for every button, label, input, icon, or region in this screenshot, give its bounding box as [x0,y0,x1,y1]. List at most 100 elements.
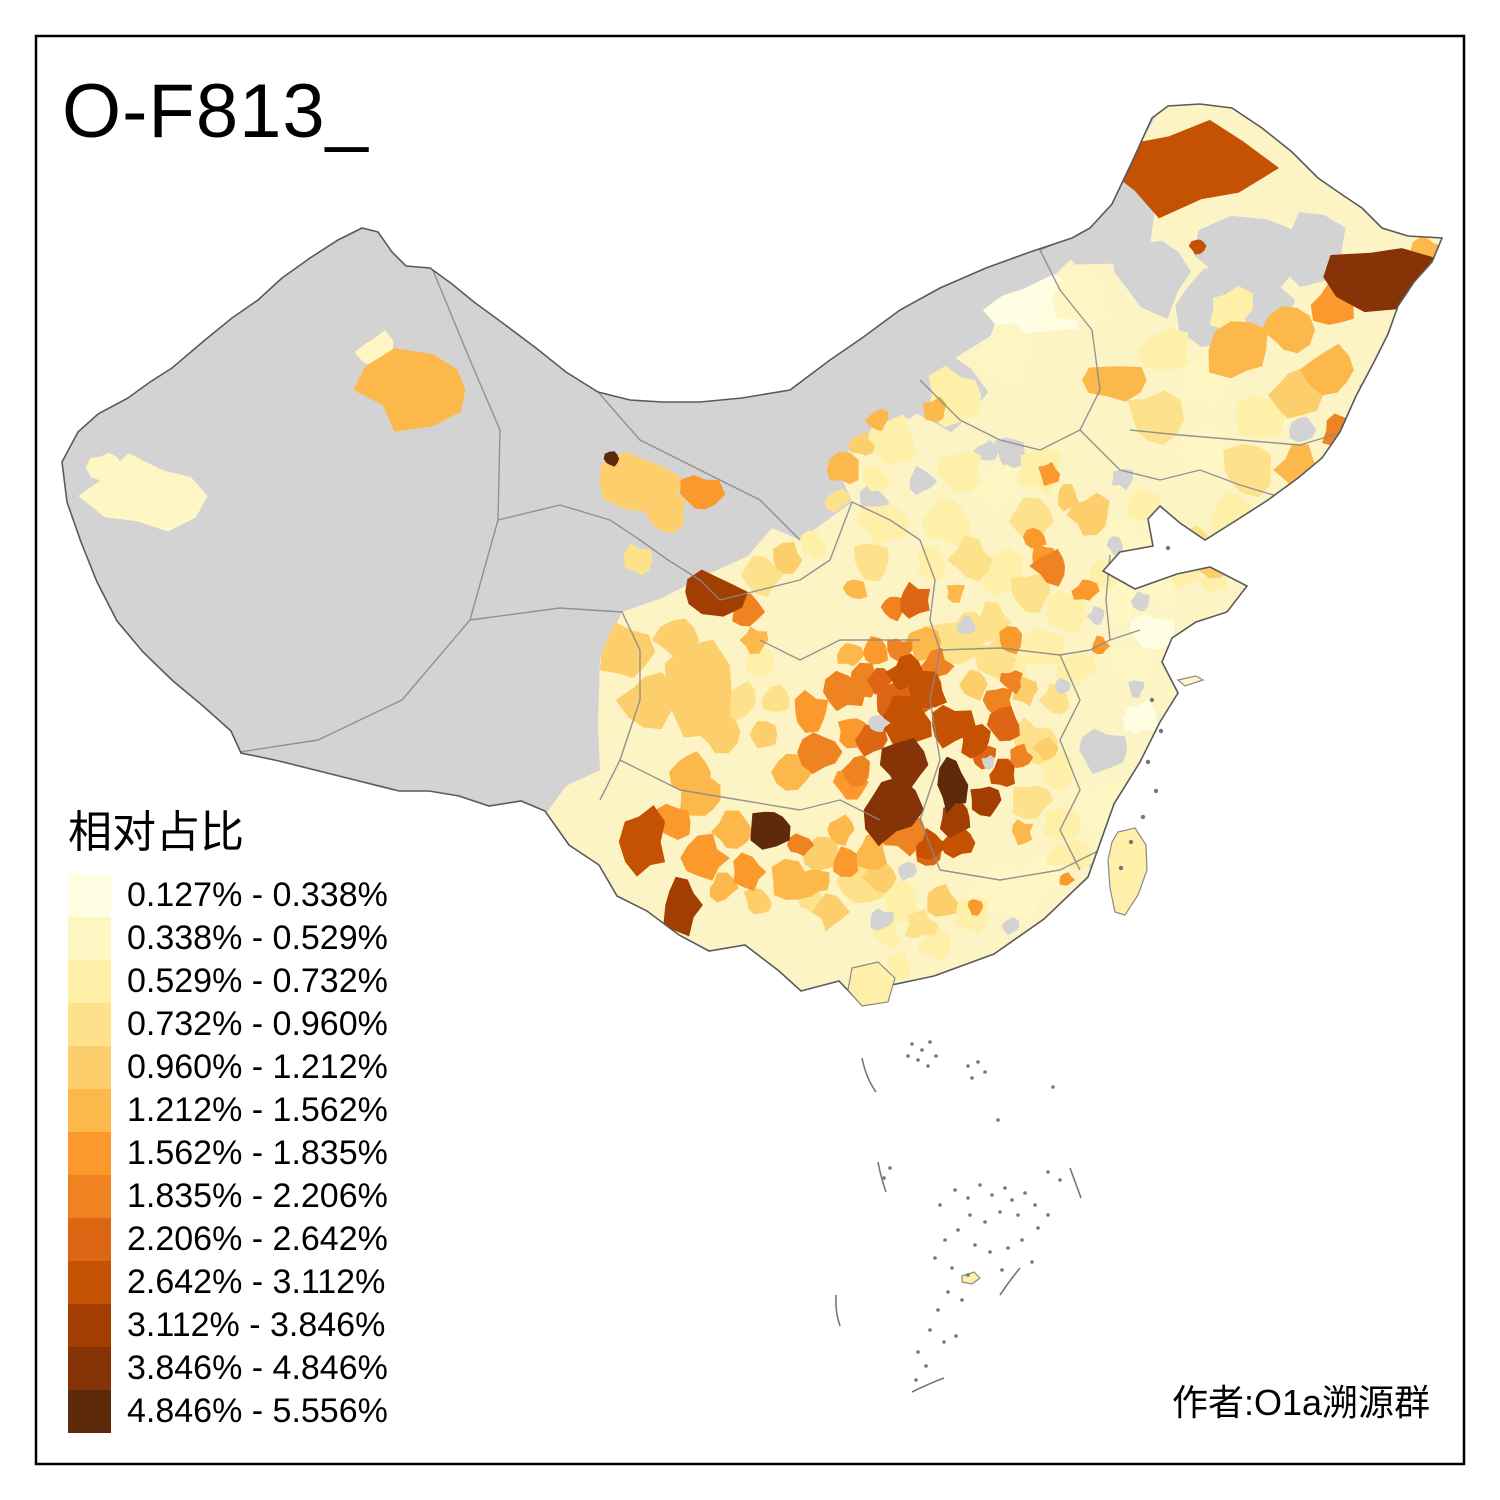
prefecture-region [750,811,791,850]
prefecture-region [603,451,620,467]
province-border [939,629,1141,656]
prefecture-region [771,858,812,900]
prefecture-region [1009,497,1054,542]
nodata-region [1130,590,1150,612]
prefecture-region [827,814,855,846]
prefecture-region [932,704,976,749]
nodata-region [1289,416,1317,443]
prefecture-region [623,543,653,576]
prefecture-region [800,530,827,561]
prefecture-region [1111,645,1152,685]
prefecture-region [743,887,772,915]
legend-item: 3.846% - 4.846% [68,1347,388,1390]
south-china-sea-islet-dot [943,1238,947,1242]
south-china-sea-islet-dot [976,1060,980,1064]
legend-item: 0.732% - 0.960% [68,1003,388,1046]
prefecture-region [1059,872,1076,886]
prefecture-region [618,805,666,877]
province-border [719,501,853,601]
south-china-sea-islet-dot [1046,1213,1050,1217]
prefecture-region [842,579,868,600]
prefecture-region [904,908,940,939]
legend-swatch [68,1390,111,1433]
prefecture-region [1147,575,1174,609]
south-china-sea-islet-dot [928,1040,932,1044]
south-china-sea-islet-dot [950,1266,954,1270]
prefecture-region [1326,514,1364,548]
legend-swatch [68,1175,111,1218]
prefecture-region [1009,743,1034,768]
south-china-sea-islet-dot [966,1064,970,1068]
legend-swatch [68,1003,111,1046]
legend-item: 1.562% - 1.835% [68,1132,388,1175]
legend-label: 1.835% - 2.206% [127,1177,388,1215]
legend-title: 相对占比 [68,808,244,857]
prefecture-region [749,720,777,749]
reef-arc [911,1377,945,1393]
prefecture-region [1129,614,1175,650]
south-china-sea-islet-dot [1006,1246,1010,1250]
south-china-sea-islet-dot [966,1273,970,1277]
prefecture-region [921,497,971,547]
nodata-region [1106,536,1123,557]
south-china-sea-islet-dot [942,1340,946,1344]
prefecture-region [1039,750,1075,792]
legend-swatch [68,1046,111,1089]
prefecture-region [863,636,888,665]
prefecture-region [1012,785,1054,820]
prefecture-region [862,464,890,492]
legend-item: 2.206% - 2.642% [68,1218,388,1261]
prefecture-region [1071,579,1100,601]
prefecture-region [615,672,679,730]
legend-label: 3.846% - 4.846% [127,1349,388,1387]
nodata-region [870,908,894,931]
prefecture-region [908,670,947,709]
hainan-island [847,961,896,1007]
prefecture-region [961,723,991,759]
legend-label: 0.960% - 1.212% [127,1048,388,1086]
prefecture-region [863,776,925,847]
prefecture-region [797,732,843,774]
south-china-sea-islet-dot [1058,1178,1062,1182]
prefecture-region [982,274,1082,334]
legend-swatch [68,1218,111,1261]
south-china-sea-islet-dot [954,1334,958,1338]
prefecture-region [739,626,769,655]
south-china-sea-islet-dot [934,1054,938,1058]
prefecture-region [946,535,993,582]
south-china-sea-islet-dot [1010,1198,1014,1202]
reef-arc [861,1057,877,1093]
taiwan-island [1107,827,1148,916]
south-china-sea-islet-dot [926,1064,930,1068]
nodata-region [1111,468,1134,491]
prefecture-region [936,449,982,493]
prefecture-region [916,827,950,860]
prefecture-region [833,846,859,877]
prefecture-region [1022,527,1047,549]
prefecture-region [599,622,656,679]
south-china-sea-islet-dot [1023,1191,1027,1195]
legend-swatch [68,1089,111,1132]
south-china-sea-islet-dot [1033,1203,1037,1207]
prefecture-region [822,670,866,712]
prefecture-region [1007,891,1036,919]
province-border [239,267,501,753]
legend-item: 0.338% - 0.529% [68,917,388,960]
prefecture-region [847,431,875,456]
country-border [61,103,1444,1004]
prefecture-region [1011,573,1051,614]
prefecture-region [971,323,1031,388]
prefecture-region [916,928,951,962]
prefecture-region [989,758,1015,787]
prefecture-region [1171,525,1211,570]
nodata-region [1110,240,1191,319]
coastal-islet-dot [1140,814,1146,820]
south-china-sea-islet-dot [956,1228,960,1232]
south-china-sea-islet-dot [998,1210,1002,1214]
south-china-sea-islet-dot [1046,1170,1050,1174]
prefecture-region [864,408,889,432]
legend-swatch [68,1304,111,1347]
prefecture-region [1032,737,1059,761]
south-china-sea-islet-dot [906,1054,910,1058]
